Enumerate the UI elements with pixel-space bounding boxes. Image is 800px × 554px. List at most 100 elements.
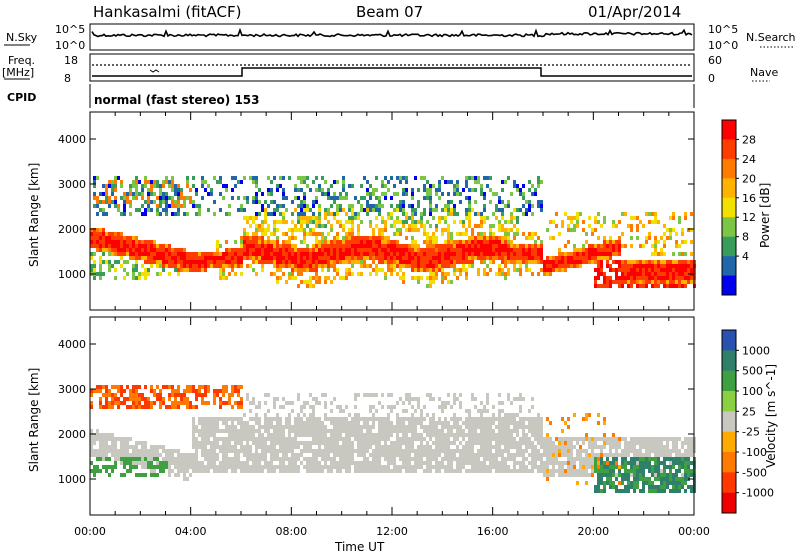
velocity-cell bbox=[657, 449, 660, 453]
power-cell bbox=[141, 204, 144, 208]
power-cell bbox=[159, 256, 162, 260]
velocity-cell bbox=[453, 469, 456, 473]
power-cell bbox=[384, 196, 387, 200]
power-cell bbox=[186, 180, 189, 184]
velocity-cell bbox=[573, 413, 576, 417]
power-cell bbox=[99, 232, 102, 236]
velocity-cell bbox=[591, 445, 594, 449]
velocity-cell bbox=[339, 453, 342, 457]
velocity-cell bbox=[210, 457, 213, 461]
velocity-cell bbox=[318, 417, 321, 421]
power-cell bbox=[333, 180, 336, 184]
power-cell bbox=[645, 236, 648, 240]
power-cell bbox=[96, 200, 99, 204]
velocity-cell bbox=[444, 401, 447, 405]
power-cell bbox=[420, 248, 423, 252]
velocity-cell bbox=[129, 465, 132, 469]
power-cell bbox=[96, 196, 99, 200]
power-cell bbox=[468, 200, 471, 204]
power-cell bbox=[357, 240, 360, 244]
power-cell bbox=[324, 224, 327, 228]
velocity-cell bbox=[375, 437, 378, 441]
velocity-cell bbox=[105, 453, 108, 457]
power-cell bbox=[492, 248, 495, 252]
velocity-cell bbox=[291, 445, 294, 449]
velocity-cell bbox=[267, 425, 270, 429]
power-cell bbox=[675, 240, 678, 244]
velocity-cell bbox=[339, 437, 342, 441]
velocity-cell bbox=[399, 453, 402, 457]
power-cell bbox=[468, 244, 471, 248]
velocity-cell bbox=[600, 481, 603, 485]
power-cell bbox=[348, 260, 351, 264]
velocity-cell bbox=[489, 457, 492, 461]
velocity-cell bbox=[120, 449, 123, 453]
velocity-cell bbox=[318, 465, 321, 469]
power-cell bbox=[222, 184, 225, 188]
velocity-cell bbox=[237, 429, 240, 433]
power-cell bbox=[90, 236, 93, 240]
power-cell bbox=[528, 248, 531, 252]
power-cell bbox=[621, 264, 624, 268]
power-cell bbox=[237, 248, 240, 252]
power-cell bbox=[327, 260, 330, 264]
power-cell bbox=[558, 232, 561, 236]
velocity-cell bbox=[135, 449, 138, 453]
velocity-cell bbox=[291, 453, 294, 457]
power-cell bbox=[285, 196, 288, 200]
velocity-cell bbox=[609, 485, 612, 489]
velocity-cell bbox=[372, 421, 375, 425]
power-cell bbox=[267, 260, 270, 264]
power-cell bbox=[141, 192, 144, 196]
power-cell bbox=[213, 252, 216, 256]
power-cell bbox=[123, 260, 126, 264]
velocity-cell bbox=[153, 457, 156, 461]
velocity-cell bbox=[525, 469, 528, 473]
power-cell bbox=[501, 252, 504, 256]
velocity-cell bbox=[483, 433, 486, 437]
power-cell bbox=[594, 280, 597, 284]
power-cell bbox=[141, 184, 144, 188]
velocity-cell bbox=[603, 485, 606, 489]
power-cell bbox=[279, 260, 282, 264]
velocity-cell bbox=[453, 433, 456, 437]
power-cell bbox=[186, 260, 189, 264]
velocity-cell bbox=[498, 421, 501, 425]
power-cell bbox=[375, 272, 378, 276]
velocity-cell bbox=[654, 437, 657, 441]
velocity-cell bbox=[582, 417, 585, 421]
velocity-cell bbox=[348, 465, 351, 469]
power-cell bbox=[261, 240, 264, 244]
power-cell bbox=[675, 268, 678, 272]
power-cell bbox=[420, 256, 423, 260]
velocity-cell bbox=[402, 457, 405, 461]
power-cell bbox=[369, 236, 372, 240]
velocity-cell bbox=[498, 433, 501, 437]
velocity-cell bbox=[324, 449, 327, 453]
velocity-cell bbox=[411, 469, 414, 473]
power-cell bbox=[426, 276, 429, 280]
velocity-cell bbox=[111, 401, 114, 405]
velocity-cell bbox=[372, 453, 375, 457]
power-cell bbox=[282, 260, 285, 264]
power-cell bbox=[366, 204, 369, 208]
velocity-cell bbox=[312, 469, 315, 473]
power-cell bbox=[390, 216, 393, 220]
velocity-cell bbox=[186, 389, 189, 393]
velocity-cell bbox=[312, 433, 315, 437]
velocity-cell bbox=[465, 441, 468, 445]
velocity-cell bbox=[351, 453, 354, 457]
velocity-cell bbox=[594, 489, 597, 493]
velocity-cell bbox=[228, 437, 231, 441]
power-cell bbox=[387, 264, 390, 268]
power-cell bbox=[120, 244, 123, 248]
velocity-cell bbox=[393, 465, 396, 469]
velocity-cell bbox=[456, 437, 459, 441]
velocity-cell bbox=[435, 453, 438, 457]
power-cell bbox=[243, 216, 246, 220]
velocity-cell bbox=[447, 461, 450, 465]
power-cell bbox=[540, 208, 543, 212]
power-cell bbox=[447, 180, 450, 184]
velocity-cell bbox=[663, 473, 666, 477]
power-cell bbox=[441, 260, 444, 264]
